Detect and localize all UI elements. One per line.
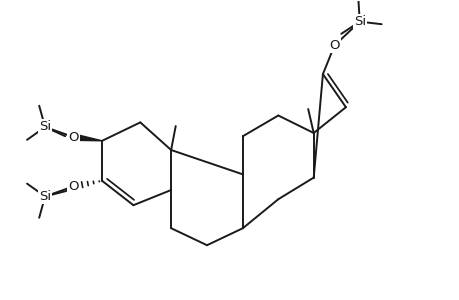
Text: Si: Si [39,121,51,134]
Text: Si: Si [353,15,365,28]
Text: O: O [68,180,78,193]
Text: Si: Si [39,190,51,203]
Polygon shape [73,134,102,141]
Text: O: O [329,39,339,52]
Text: O: O [68,130,78,144]
